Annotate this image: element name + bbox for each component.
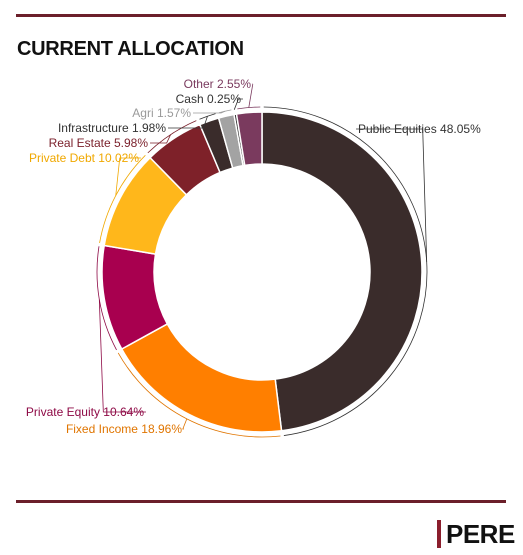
- leader-private-equity: [98, 299, 146, 413]
- leader-fixed-income: [182, 418, 188, 430]
- label-brackets: [96, 83, 428, 438]
- bracket-fixed-income: [117, 352, 281, 438]
- logo-text: PERE: [446, 519, 515, 549]
- bracket-other: [237, 106, 261, 110]
- leader-cash: [234, 98, 243, 110]
- bracket-public-equities: [263, 106, 428, 436]
- donut-slices: [101, 111, 423, 433]
- slice-other: [235, 111, 263, 167]
- label-agri: Agri 1.57%: [132, 106, 191, 120]
- bracket-private-equity: [96, 246, 117, 351]
- label-real-estate: Real Estate 5.98%: [49, 136, 149, 150]
- bottom-rule: [16, 500, 506, 503]
- label-infrastructure: Infrastructure 1.98%: [58, 121, 166, 135]
- leader-private-debt: [115, 157, 141, 196]
- label-private-debt: Private Debt 10.02%: [29, 151, 139, 165]
- top-rule: [16, 14, 506, 17]
- slice-public-equities: [261, 111, 423, 432]
- label-public-equities: Public Equities 48.05%: [358, 122, 481, 136]
- leader-agri: [193, 110, 226, 114]
- chart-title: CURRENT ALLOCATION: [17, 38, 244, 60]
- logo-accent-bar: [437, 520, 441, 548]
- leader-infrastructure: [168, 116, 208, 129]
- leader-real-estate: [150, 134, 171, 144]
- label-private-equity: Private Equity 10.64%: [26, 405, 144, 419]
- label-fixed-income: Fixed Income 18.96%: [66, 422, 182, 436]
- label-cash: Cash 0.25%: [176, 92, 242, 106]
- pere-logo: PERE: [437, 520, 515, 548]
- slice-fixed-income: [120, 322, 283, 433]
- leader-public-equities: [356, 128, 428, 262]
- leader-other: [248, 83, 254, 108]
- slice-labels: Public Equities 48.05% Fixed Income 18.96…: [26, 77, 481, 436]
- label-other: Other 2.55%: [184, 77, 252, 91]
